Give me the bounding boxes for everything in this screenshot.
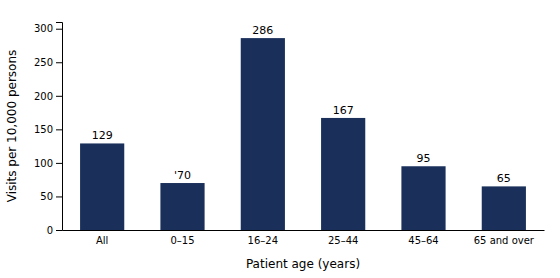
tick: All — [96, 235, 108, 246]
tick-mark — [56, 62, 62, 63]
tick-label: 250 — [34, 57, 53, 68]
tick-label: 0 — [47, 225, 53, 236]
tick: 200 — [34, 91, 62, 102]
tick-mark — [56, 129, 62, 130]
tick-mark — [56, 230, 62, 231]
tick-mark — [56, 29, 62, 30]
tick: 150 — [34, 124, 62, 135]
tick-mark — [56, 163, 62, 164]
tick-label: 65 and over — [474, 235, 535, 246]
tick-label: 200 — [34, 91, 53, 102]
tick-mark — [56, 96, 62, 97]
tick-label: 45–64 — [408, 235, 438, 246]
chart: 0 50 100 150 200 250 300 All 0–15 16–24 25–44 45–64… — [0, 0, 560, 278]
x-axis-title: Patient age (years) — [246, 257, 360, 271]
axis-line — [63, 230, 545, 231]
data-labels: 129 '70 286 167 95 65 — [92, 24, 511, 185]
tick-label: 300 — [34, 23, 53, 34]
data-label: 129 — [92, 129, 113, 142]
data-label: 65 — [497, 172, 511, 185]
bar — [80, 143, 124, 230]
bars — [80, 38, 526, 230]
tick-mark — [56, 196, 62, 197]
tick: 50 — [40, 191, 62, 202]
tick-label: 16–24 — [248, 235, 278, 246]
y-axis-title: Visits per 10,000 persons — [5, 50, 19, 203]
tick-label: 150 — [34, 124, 53, 135]
bar — [321, 118, 365, 230]
tick-label: 25–44 — [328, 235, 358, 246]
tick: 65 and over — [474, 235, 535, 246]
tick-label: 0–15 — [170, 235, 194, 246]
bar — [401, 166, 445, 230]
bar — [241, 38, 285, 230]
axis-line — [56, 23, 63, 231]
tick: 25–44 — [328, 235, 358, 246]
tick: 300 — [34, 23, 62, 34]
bar — [160, 183, 204, 230]
bar — [482, 186, 526, 230]
tick: 45–64 — [408, 235, 438, 246]
tick: 250 — [34, 57, 62, 68]
tick: 0–15 — [170, 235, 194, 246]
data-label: '70 — [174, 169, 191, 182]
tick: 100 — [34, 158, 62, 169]
tick: 0 — [47, 225, 62, 236]
data-label: 286 — [252, 24, 273, 37]
data-label: 95 — [417, 152, 431, 165]
tick-label: 50 — [40, 191, 53, 202]
data-label: 167 — [333, 104, 354, 117]
tick-label: 100 — [34, 158, 53, 169]
tick: 16–24 — [248, 235, 278, 246]
plot: 0 50 100 150 200 250 300 All 0–15 16–24 25–44 45–64… — [34, 23, 545, 247]
tick-label: All — [96, 235, 108, 246]
x-axis: All 0–15 16–24 25–44 45–64 65 and over — [63, 231, 545, 247]
y-axis: 0 50 100 150 200 250 300 — [34, 23, 63, 236]
